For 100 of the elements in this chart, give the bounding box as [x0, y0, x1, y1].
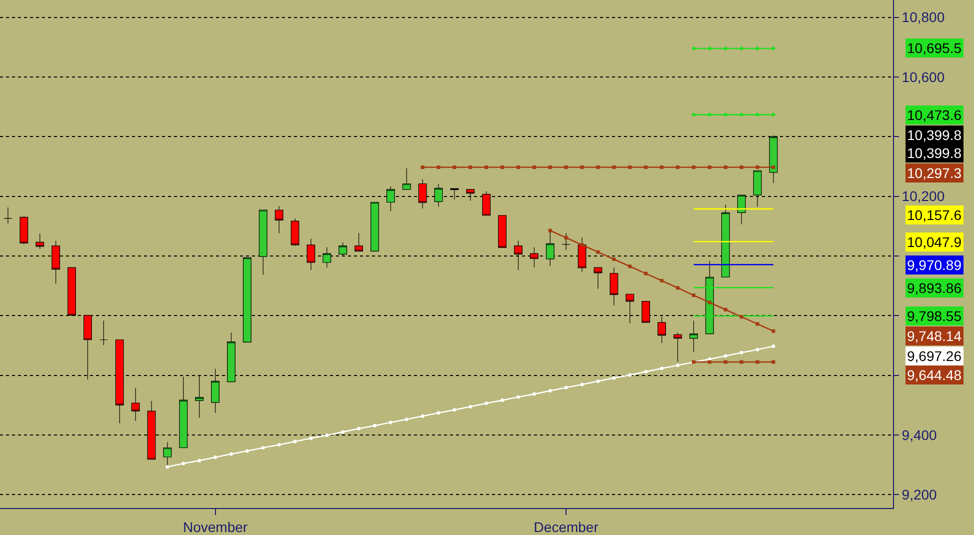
point — [724, 166, 728, 170]
text: 10,399.8 — [907, 145, 962, 162]
point — [740, 350, 744, 354]
point — [772, 166, 776, 170]
point — [484, 166, 488, 170]
point — [676, 166, 680, 170]
candlestick — [354, 232, 363, 252]
point — [532, 392, 536, 396]
point — [580, 166, 584, 170]
x-tick-label: December — [534, 518, 599, 535]
point — [612, 166, 616, 170]
y-tick-label: 9,400 — [902, 426, 938, 443]
point — [756, 166, 760, 170]
point — [420, 414, 424, 418]
candlestick — [370, 202, 379, 252]
candlestick — [674, 332, 682, 362]
candlestick — [131, 388, 140, 422]
candlestick — [402, 168, 411, 190]
point — [676, 364, 680, 368]
point — [644, 166, 648, 170]
point — [261, 446, 265, 450]
point — [628, 264, 632, 268]
point — [708, 360, 712, 364]
y-tick-label: 10,800 — [902, 9, 945, 26]
point — [644, 370, 648, 374]
point — [740, 112, 744, 116]
point — [500, 398, 504, 402]
point — [198, 458, 202, 462]
point — [452, 166, 456, 170]
text: 10,473.6 — [907, 107, 962, 123]
point — [708, 46, 712, 50]
candlestick — [20, 216, 28, 245]
point — [214, 456, 218, 460]
point — [564, 166, 568, 170]
point — [548, 389, 552, 393]
point — [182, 462, 186, 466]
point — [388, 420, 392, 424]
point — [166, 465, 170, 469]
point — [484, 402, 488, 406]
candlestick — [36, 233, 44, 250]
point — [628, 166, 632, 170]
text: 9,893.86 — [907, 280, 962, 296]
point — [325, 433, 329, 437]
point — [293, 440, 297, 444]
text: 9,697.26 — [907, 348, 962, 364]
point — [708, 166, 712, 170]
point — [596, 166, 600, 170]
point — [644, 272, 648, 276]
candlestick — [689, 320, 698, 352]
candlestick — [274, 206, 284, 234]
text: 9,644.48 — [907, 367, 962, 383]
point — [341, 430, 345, 434]
point — [740, 166, 744, 170]
point — [612, 257, 616, 261]
point — [756, 360, 760, 364]
point — [660, 166, 664, 170]
point — [724, 112, 728, 116]
point — [692, 294, 696, 298]
point — [564, 386, 568, 390]
point — [724, 46, 728, 50]
point — [756, 112, 760, 116]
point — [596, 250, 600, 254]
text: 10,399.8 — [907, 127, 962, 143]
y-tick-label: 9,200 — [902, 486, 938, 502]
y-tick-label: 10,200 — [902, 188, 945, 204]
point — [772, 329, 776, 333]
point — [245, 449, 249, 453]
point — [580, 382, 584, 386]
point — [468, 166, 472, 170]
point — [772, 360, 776, 364]
point — [724, 360, 728, 364]
point — [357, 426, 361, 430]
point — [708, 300, 712, 304]
point — [468, 404, 472, 408]
candlestick — [562, 232, 570, 250]
point — [564, 236, 568, 240]
point — [516, 166, 520, 170]
text: 9,748.14 — [907, 328, 962, 344]
point — [548, 166, 552, 170]
point — [660, 366, 664, 370]
point — [612, 376, 616, 380]
candlestick — [610, 267, 618, 306]
y-tick-label: 10,600 — [902, 68, 945, 85]
point — [708, 112, 712, 116]
point — [740, 46, 744, 50]
text: 9,970.89 — [907, 257, 962, 273]
point — [580, 243, 584, 247]
candlestick — [99, 320, 108, 346]
point — [772, 46, 776, 50]
candlestick — [290, 218, 300, 246]
candlestick — [498, 215, 507, 248]
point — [660, 278, 664, 282]
point — [740, 315, 744, 319]
candlestick — [163, 442, 172, 468]
point — [309, 436, 313, 440]
point — [756, 348, 760, 352]
text: 10,047.9 — [907, 234, 962, 250]
text: 10,297.3 — [907, 165, 962, 181]
point — [229, 452, 233, 456]
text: 9,798.55 — [907, 308, 962, 324]
